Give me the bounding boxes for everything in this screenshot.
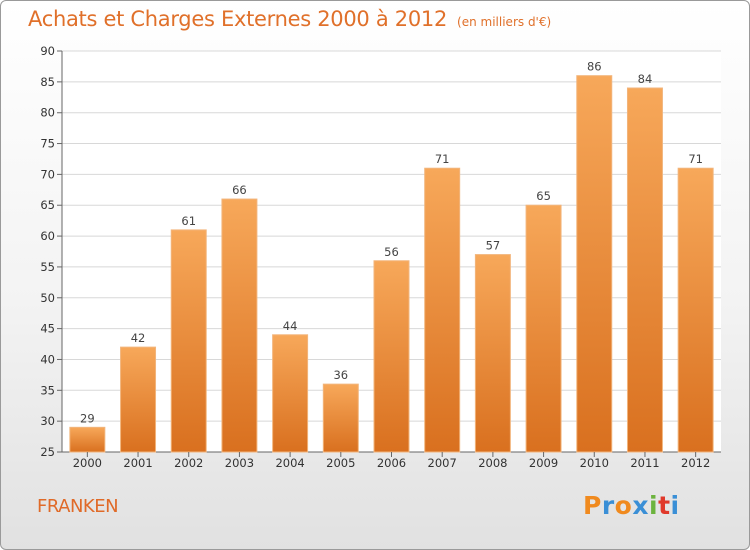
chart-title-text: Achats et Charges Externes 2000 à 2012 (28, 7, 448, 31)
x-tick-label: 2008 (478, 456, 507, 470)
x-tick-label: 2009 (529, 456, 558, 470)
data-label: 71 (688, 152, 703, 166)
logo-letter: i (670, 491, 680, 520)
bar (170, 229, 207, 453)
x-tick-label: 2005 (326, 456, 355, 470)
bar (576, 75, 613, 453)
y-tick-label: 60 (40, 229, 55, 243)
y-tick-label: 55 (40, 260, 55, 274)
unit-label: (en milliers d'€) (457, 15, 552, 29)
data-label: 66 (232, 183, 247, 197)
logo-letter: r (601, 491, 615, 520)
y-tick-label: 90 (40, 44, 55, 58)
data-label: 36 (333, 368, 348, 382)
bar (322, 383, 359, 453)
x-tick-label: 2003 (225, 456, 254, 470)
y-tick-label: 25 (40, 445, 55, 459)
y-tick-label: 45 (40, 322, 55, 336)
data-label: 56 (384, 245, 399, 259)
data-label: 42 (131, 331, 146, 345)
x-tick-label: 2011 (630, 456, 659, 470)
y-tick-label: 65 (40, 198, 55, 212)
bar (525, 204, 562, 453)
data-label: 71 (435, 152, 450, 166)
y-tick-label: 35 (40, 383, 55, 397)
x-tick-label: 2006 (377, 456, 406, 470)
y-tick-label: 70 (40, 167, 55, 181)
bar (474, 254, 511, 453)
x-tick-label: 2000 (73, 456, 102, 470)
proxiti-logo: Proxiti (583, 491, 680, 520)
logo-letter: P (583, 491, 602, 520)
logo-letter: t (658, 491, 671, 520)
x-tick-label: 2007 (428, 456, 457, 470)
data-label: 65 (536, 189, 551, 203)
y-tick-label: 85 (40, 75, 55, 89)
y-tick-label: 50 (40, 291, 55, 305)
bar (373, 260, 410, 453)
bar (424, 167, 461, 453)
data-label: 61 (181, 214, 196, 228)
y-tick-label: 40 (40, 352, 55, 366)
commune-name: FRANKEN (37, 496, 119, 517)
bar (272, 334, 309, 453)
logo-letter: i (649, 491, 659, 520)
logo-letter: x (632, 491, 649, 520)
data-label: 29 (80, 411, 95, 425)
y-tick-label: 30 (40, 414, 55, 428)
y-tick-label: 80 (40, 106, 55, 120)
data-label: 57 (486, 239, 501, 253)
x-tick-label: 2004 (275, 456, 304, 470)
chart-title: Achats et Charges Externes 2000 à 2012 (e… (28, 7, 551, 31)
x-tick-label: 2002 (174, 456, 203, 470)
x-tick-label: 2012 (681, 456, 710, 470)
bar (221, 198, 258, 453)
x-tick-label: 2010 (580, 456, 609, 470)
data-label: 86 (587, 60, 602, 74)
data-label: 84 (638, 72, 653, 86)
x-tick-label: 2001 (123, 456, 152, 470)
logo-letter: o (614, 491, 633, 520)
data-label: 44 (283, 319, 298, 333)
bar (120, 346, 157, 453)
bar (626, 87, 663, 453)
y-tick-label: 75 (40, 137, 55, 151)
bar (677, 167, 714, 453)
bar (69, 426, 106, 453)
